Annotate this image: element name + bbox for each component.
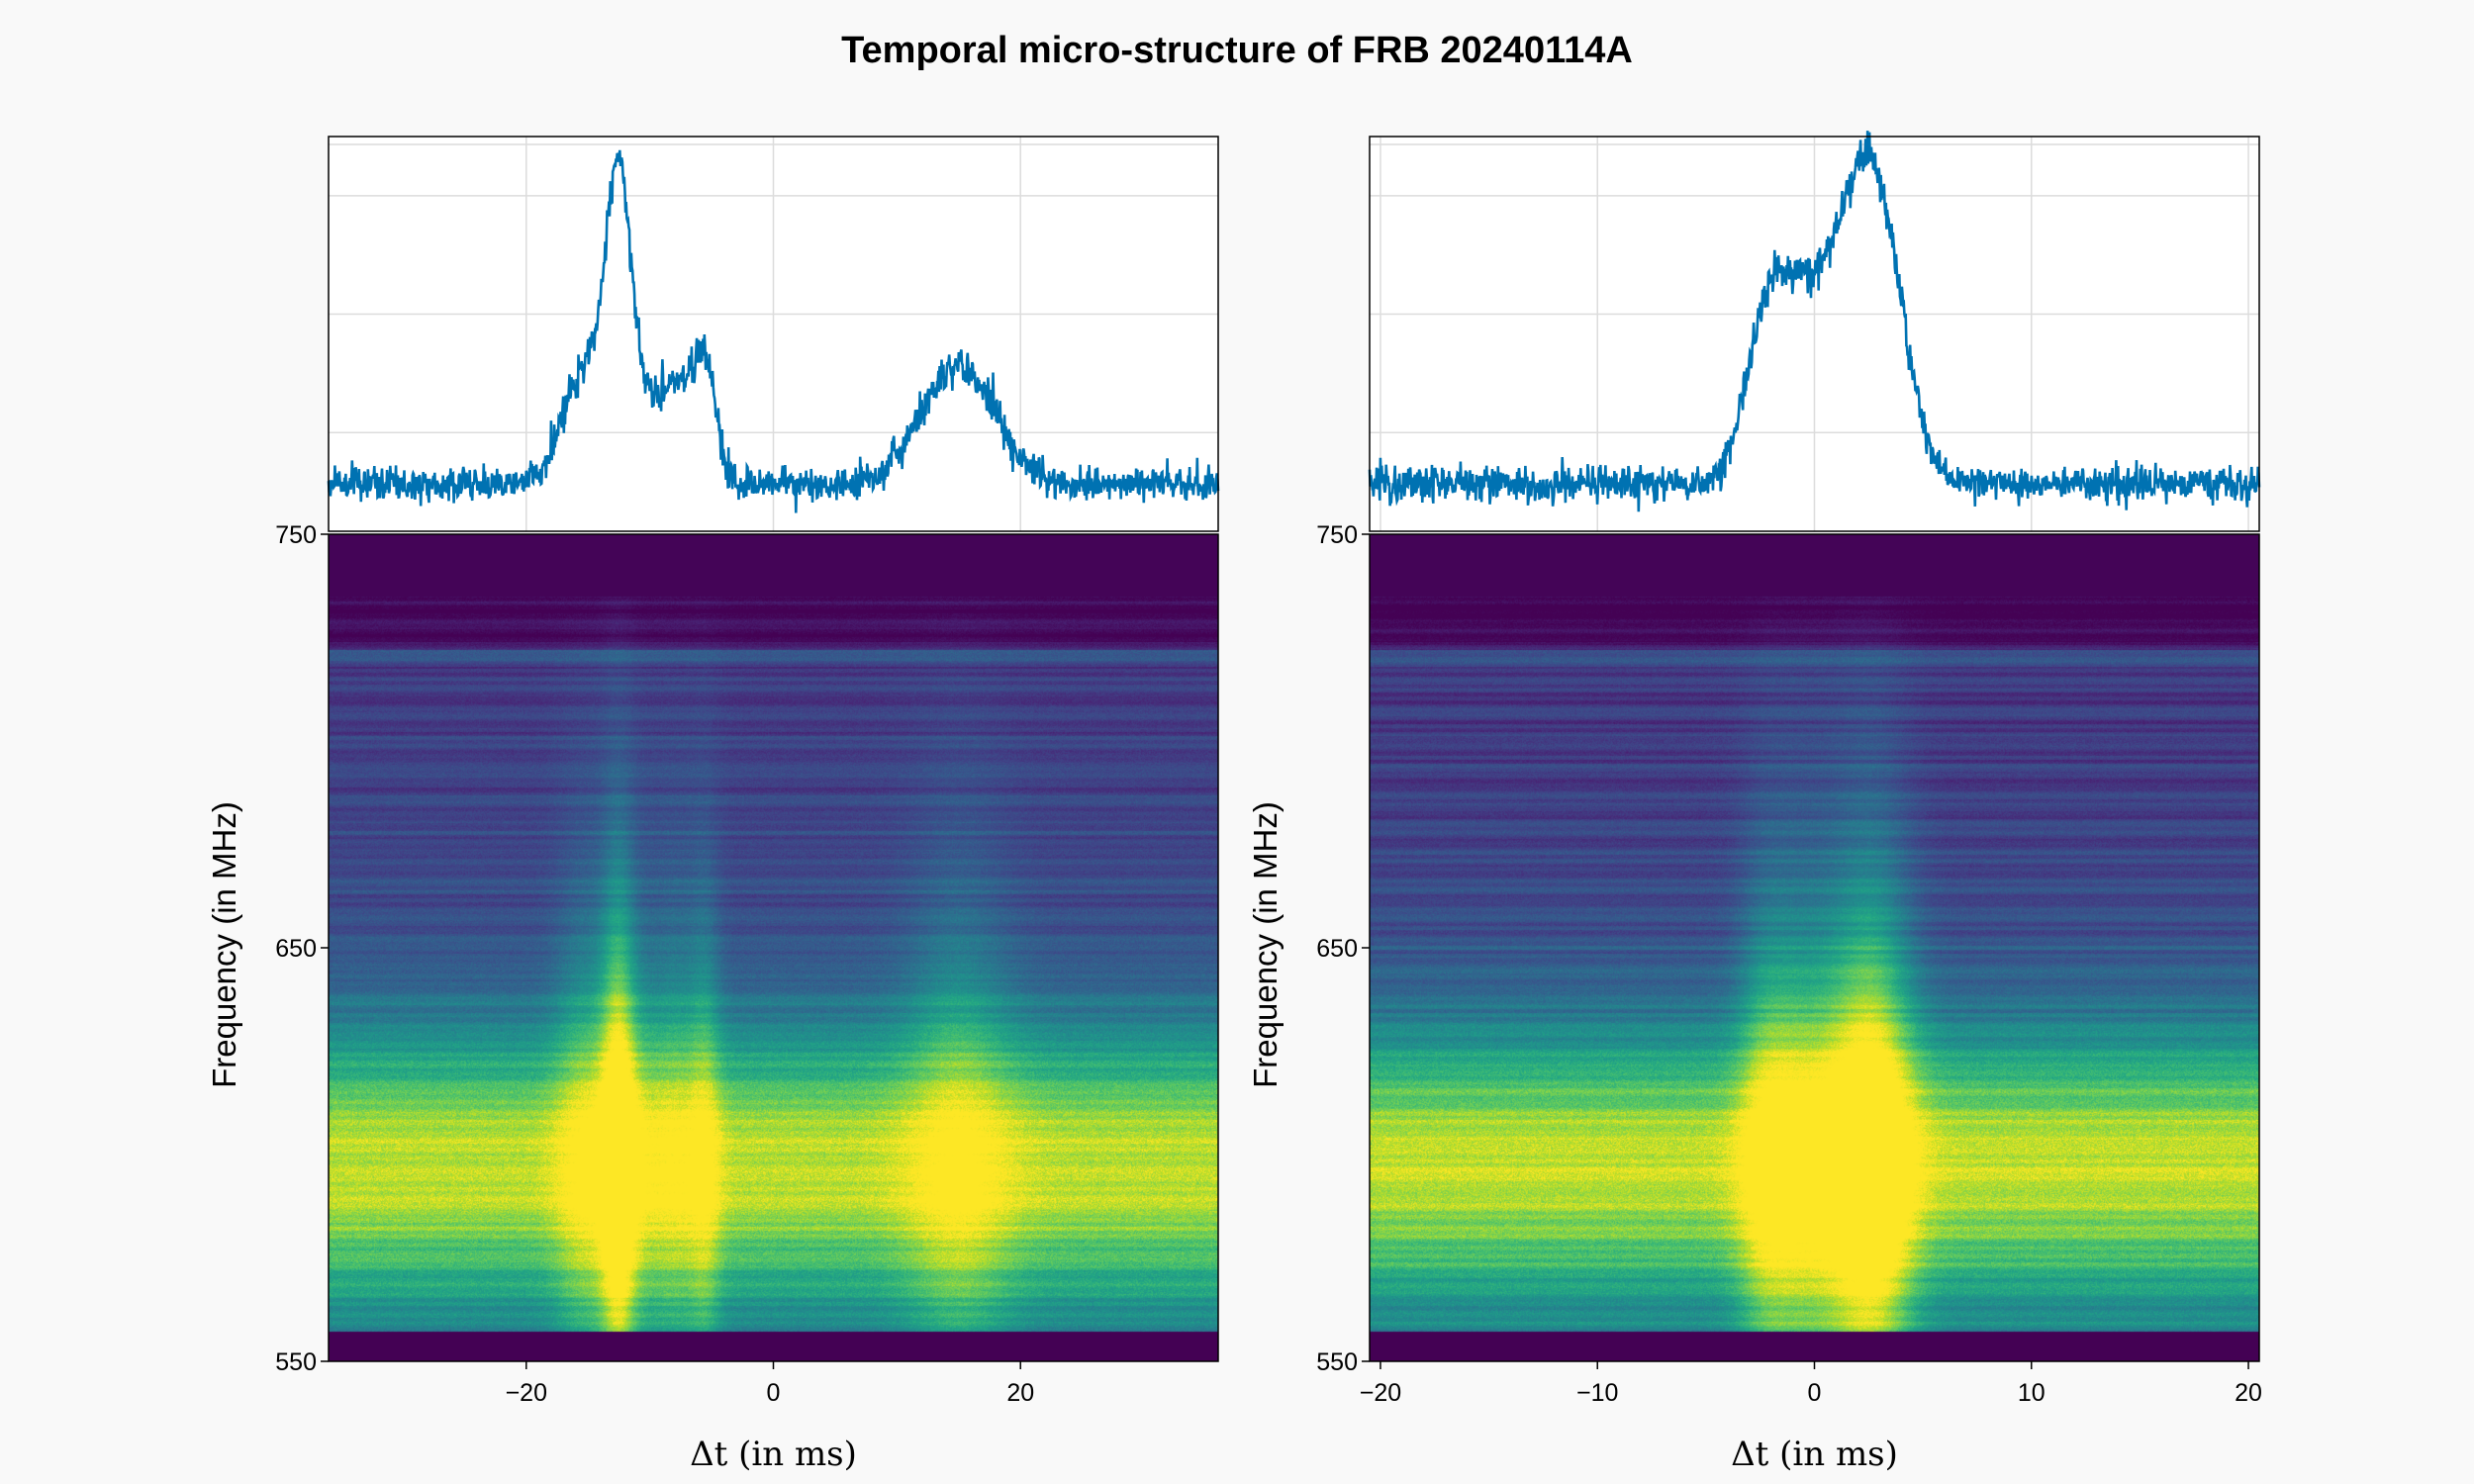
right-heatmap-frame [1369,533,2260,1362]
left-x-axis-label: Δt (in ms) [690,1435,857,1474]
left-y-tick-label: 650 [275,935,317,963]
right-y-tick-label: 550 [1316,1348,1358,1376]
right-y-tick-label: 750 [1316,521,1358,549]
right-dynamic-spectrum-heatmap [1370,534,2259,1361]
right-x-tick-label: −10 [1576,1379,1618,1407]
left-y-axis-label: Frequency (in MHz) [206,801,242,1088]
left-x-tick-label: 20 [1006,1379,1034,1407]
left-profile-series-line [327,149,1220,513]
right-profile-series-line [1368,131,2261,512]
right-profile-frame [1369,136,2260,532]
left-heatmap-frame [328,533,1219,1362]
right-x-tick-label: −20 [1360,1379,1401,1407]
right-y-tick-label: 650 [1316,935,1358,963]
left-x-tick-label: 0 [767,1379,781,1407]
left-x-tick-label: −20 [506,1379,547,1407]
left-dynamic-spectrum-heatmap [329,534,1218,1361]
right-x-tick-label: 20 [2235,1379,2262,1407]
right-y-axis-label: Frequency (in MHz) [1247,801,1284,1088]
right-x-tick-label: 10 [2018,1379,2046,1407]
left-y-tick-label: 550 [275,1348,317,1376]
right-x-axis-label: Δt (in ms) [1731,1435,1898,1474]
left-y-tick-label: 750 [275,521,317,549]
figure-title: Temporal micro-structure of FRB 20240114… [841,30,1633,71]
left-profile-frame [328,136,1219,532]
right-x-tick-label: 0 [1808,1379,1822,1407]
